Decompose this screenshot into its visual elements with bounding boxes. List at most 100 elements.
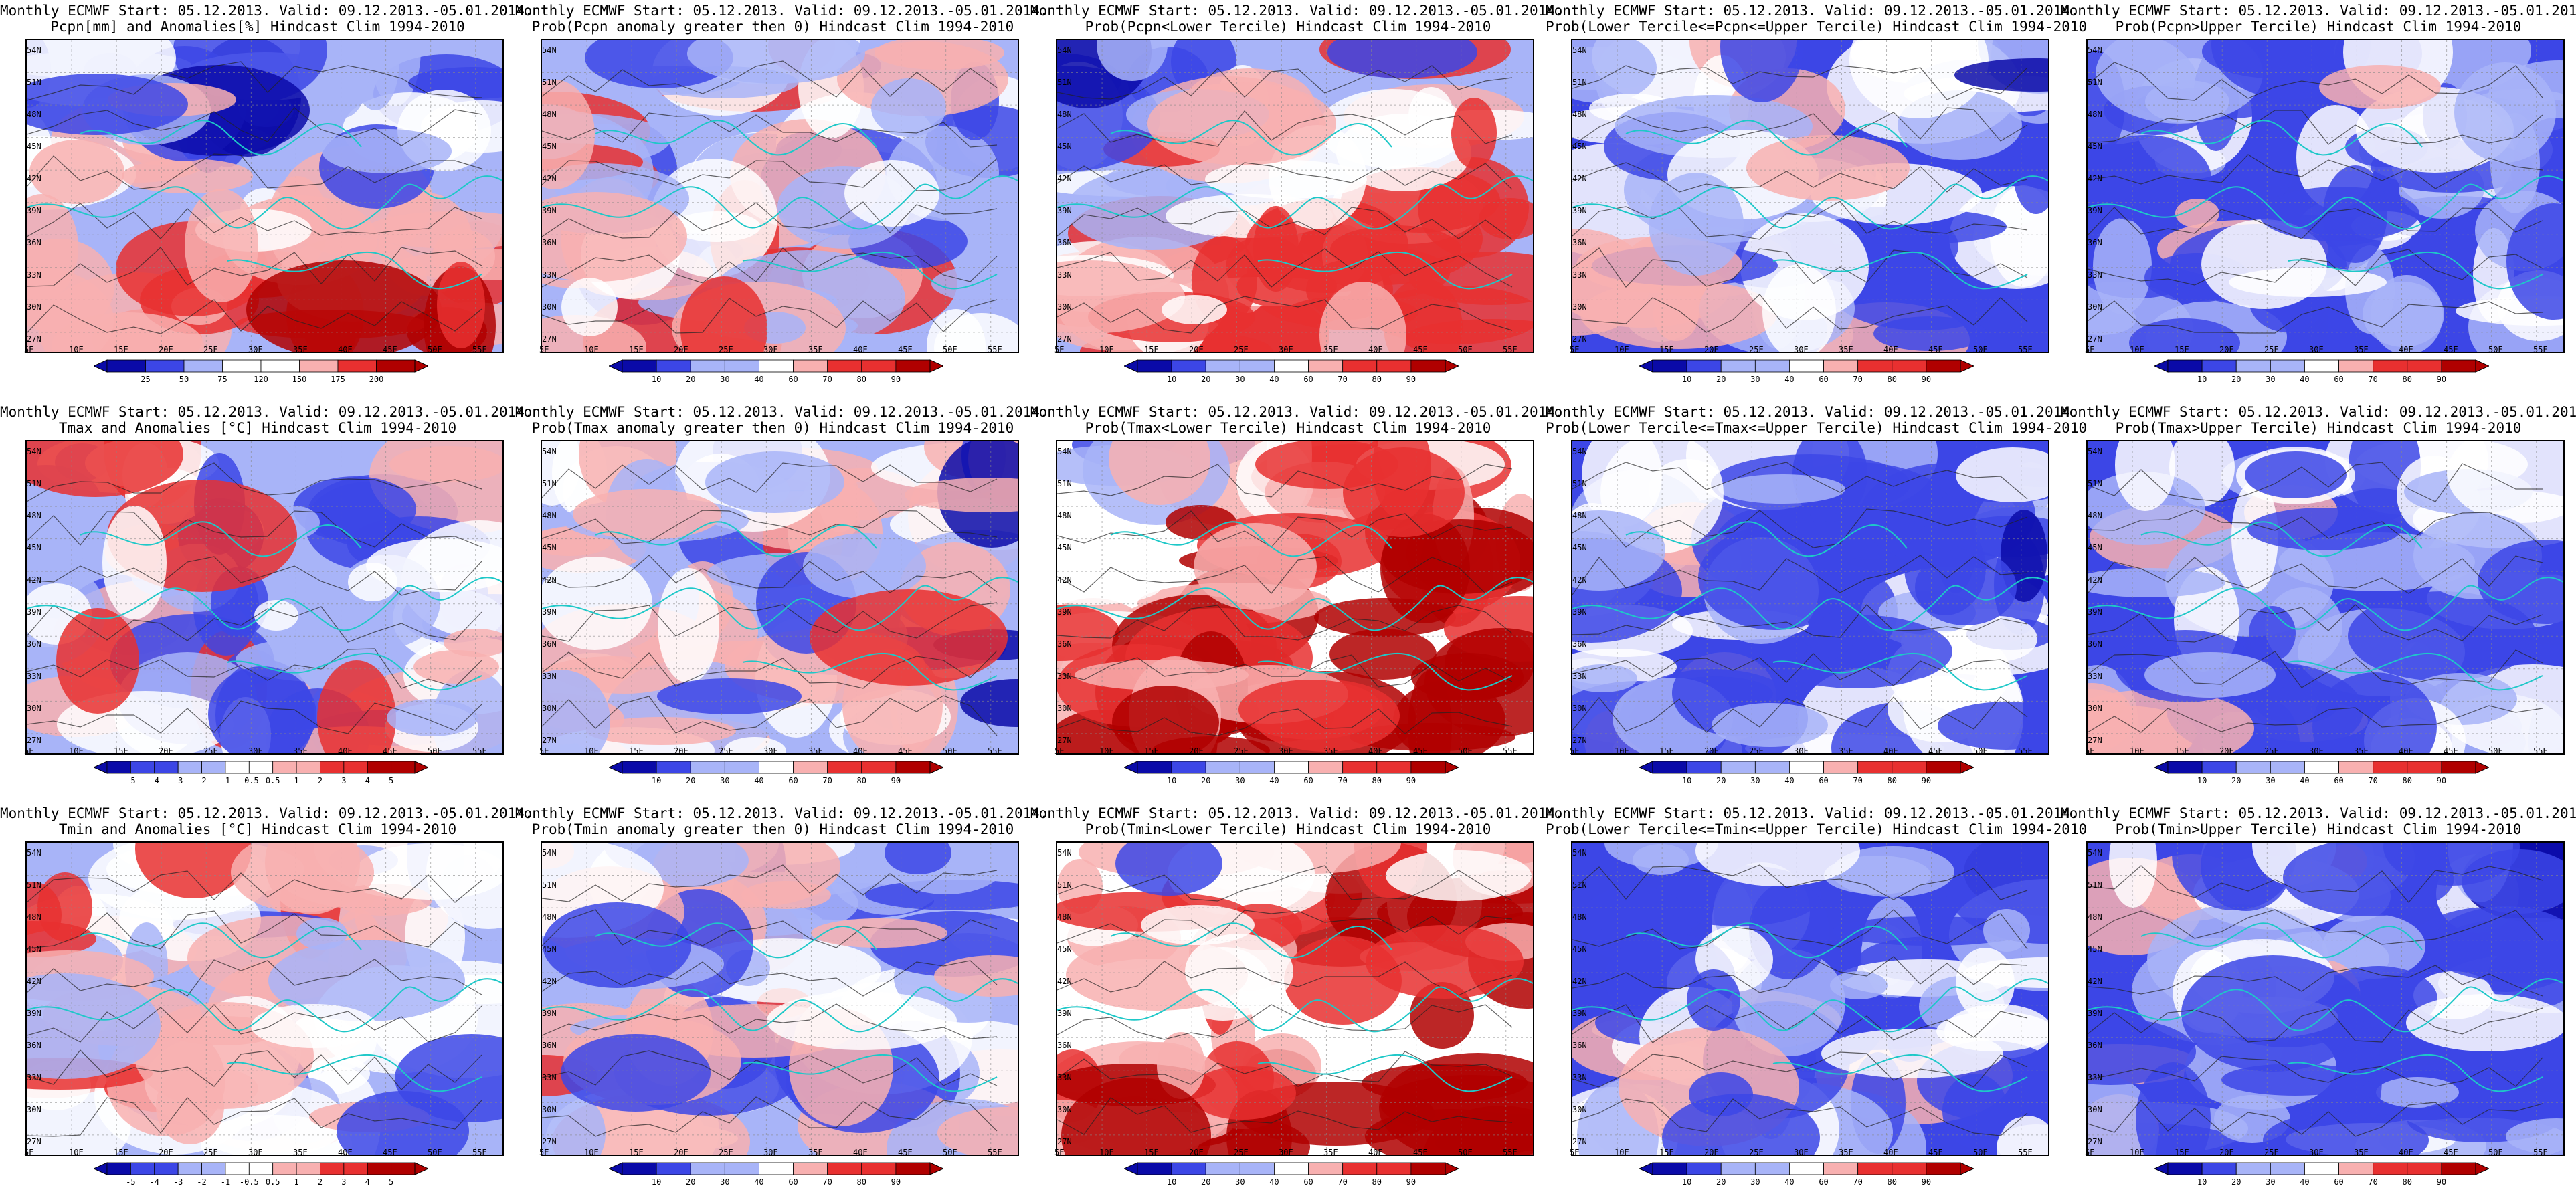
lon-label: 50E	[943, 345, 957, 355]
lon-label: 15E	[114, 746, 128, 756]
colorbar-label: 70	[1338, 1177, 1348, 1187]
colorbar-label: 0.5	[265, 1177, 280, 1187]
lon-label: 5E	[1570, 1148, 1580, 1157]
lon-label: 5E	[2085, 1148, 2095, 1157]
colorbar	[92, 760, 430, 775]
colorbar-label: 70	[822, 776, 832, 785]
panel-title-line2: Prob(Pcpn>Upper Tercile) Hindcast Clim 1…	[2115, 19, 2522, 35]
lon-label: 35E	[1839, 746, 1853, 756]
colorbar-label: 60	[1303, 375, 1313, 384]
lat-label: 45N	[1057, 944, 1072, 954]
lon-label: 40E	[338, 345, 353, 355]
lon-label: 5E	[1054, 746, 1065, 756]
lon-label: 40E	[1368, 345, 1383, 355]
panel-title-line2: Tmax and Anomalies [°C] Hindcast Clim 19…	[58, 420, 457, 436]
panel-title-line1: Monthly ECMWF Start: 05.12.2013. Valid: …	[1030, 3, 1564, 19]
lon-label: 10E	[69, 345, 84, 355]
lat-label: 33N	[542, 270, 557, 280]
lat-label: 36N	[27, 238, 41, 247]
lat-label: 27N	[27, 1137, 41, 1146]
lat-label: 33N	[27, 270, 41, 280]
lon-label: 30E	[1794, 345, 1809, 355]
colorbar-label: 60	[788, 776, 798, 785]
lat-label: 54N	[1057, 45, 1072, 55]
lon-label: 45E	[383, 1148, 397, 1157]
lon-label: 35E	[1323, 345, 1338, 355]
colorbar-label: 80	[1887, 776, 1897, 785]
panel-title-line2: Prob(Lower Tercile<=Tmax<=Upper Tercile)…	[1546, 420, 2088, 436]
lat-label: 48N	[27, 110, 41, 119]
lon-label: 30E	[2309, 746, 2324, 756]
colorbar-label: 30	[2266, 375, 2276, 384]
lat-label: 51N	[27, 880, 41, 890]
lon-label: 50E	[2488, 1148, 2503, 1157]
map-panel: Monthly ECMWF Start: 05.12.2013. Valid: …	[1030, 803, 1564, 1204]
panel-title-line1: Monthly ECMWF Start: 05.12.2013. Valid: …	[1030, 805, 1564, 821]
colorbar-label: 70	[1853, 1177, 1863, 1187]
panel-title-line1: Monthly ECMWF Start: 05.12.2013. Valid: …	[1030, 404, 1564, 420]
panel-title-line1: Monthly ECMWF Start: 05.12.2013. Valid: …	[0, 3, 533, 19]
lon-label: 35E	[2354, 1148, 2369, 1157]
colorbar-label: 70	[2368, 375, 2378, 384]
lat-label: 45N	[542, 543, 557, 553]
lon-label: 55E	[2018, 746, 2033, 756]
lat-label: 39N	[27, 206, 41, 215]
lon-label: 50E	[943, 746, 957, 756]
lon-label: 25E	[1234, 1148, 1249, 1157]
lat-label: 42N	[542, 575, 557, 585]
lon-label: 55E	[2533, 1148, 2548, 1157]
lat-label: 39N	[1572, 206, 1587, 215]
lon-label: 45E	[1413, 345, 1428, 355]
lat-label: 33N	[27, 1073, 41, 1082]
lat-label: 30N	[27, 704, 41, 713]
lon-label: 55E	[988, 746, 1002, 756]
colorbar-label: 60	[1303, 1177, 1313, 1187]
lat-label: 27N	[2088, 736, 2102, 745]
lon-label: 25E	[719, 1148, 733, 1157]
colorbar-label: 30	[720, 1177, 730, 1187]
lat-label: 51N	[1057, 479, 1072, 488]
lon-label: 25E	[1749, 746, 1764, 756]
panel-title-line1: Monthly ECMWF Start: 05.12.2013. Valid: …	[2061, 404, 2576, 420]
colorbar-label: -1	[220, 776, 231, 785]
lon-label: 35E	[2354, 345, 2369, 355]
colorbar	[1638, 760, 1975, 775]
lat-label: 27N	[542, 334, 557, 344]
panel-title-line2: Prob(Tmin anomaly greater then 0) Hindca…	[531, 821, 1014, 837]
lat-label: 30N	[1057, 704, 1072, 713]
lon-label: 10E	[584, 746, 599, 756]
lon-label: 20E	[1704, 746, 1719, 756]
colorbar-label: 30	[1235, 375, 1245, 384]
colorbar-label: -3	[173, 776, 183, 785]
lon-label: 10E	[2130, 1148, 2144, 1157]
lat-label: 30N	[1572, 1105, 1587, 1114]
colorbar-label: 40	[1784, 776, 1795, 785]
colorbar-label: 20	[1716, 776, 1726, 785]
lon-label: 25E	[1234, 746, 1249, 756]
lat-label: 36N	[542, 238, 557, 247]
colorbar	[608, 1161, 945, 1176]
lon-label: 20E	[2219, 1148, 2234, 1157]
lon-label: 35E	[293, 345, 308, 355]
lon-label: 15E	[1144, 746, 1159, 756]
lon-label: 40E	[2399, 1148, 2413, 1157]
lat-label: 27N	[1057, 736, 1072, 745]
lon-label: 35E	[293, 746, 308, 756]
colorbar-label: -0.5	[239, 776, 259, 785]
lat-label: 51N	[2088, 78, 2102, 87]
colorbar-label: 30	[720, 375, 730, 384]
lat-label: 48N	[542, 511, 557, 520]
lon-label: 15E	[1659, 1148, 1674, 1157]
lat-label: 33N	[1572, 1073, 1587, 1082]
panel-title-line1: Monthly ECMWF Start: 05.12.2013. Valid: …	[515, 404, 1048, 420]
lat-label: 39N	[542, 607, 557, 617]
lon-label: 15E	[1659, 345, 1674, 355]
colorbar-label: 30	[2266, 1177, 2276, 1187]
lat-label: 48N	[27, 912, 41, 922]
colorbar-label: 60	[1819, 1177, 1829, 1187]
lat-label: 39N	[27, 1009, 41, 1018]
lat-label: 33N	[1057, 270, 1072, 280]
colorbar-label: 20	[1716, 1177, 1726, 1187]
colorbar-label: 40	[1269, 375, 1279, 384]
colorbar-label: 10	[651, 375, 662, 384]
